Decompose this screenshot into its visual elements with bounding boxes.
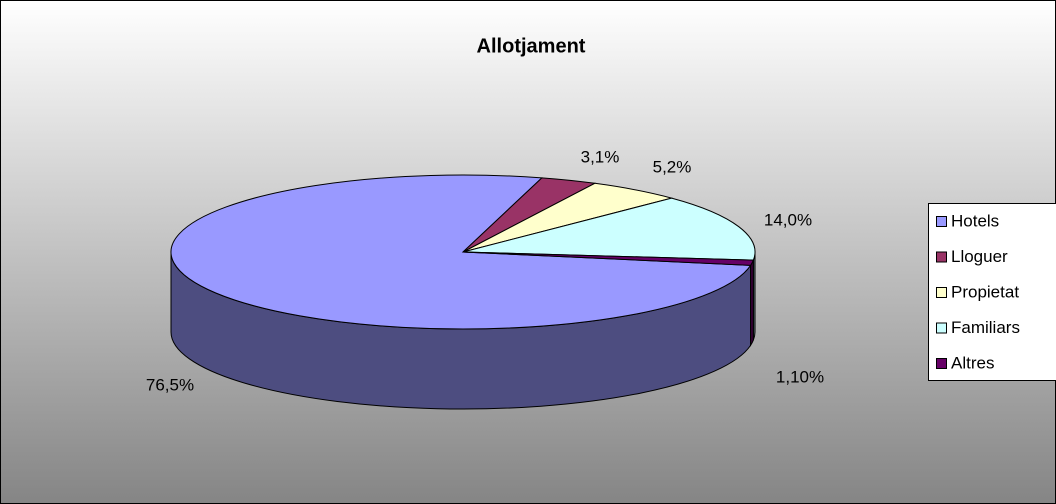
data-label: 76,5% [146,375,194,394]
legend-label: Familiars [951,318,1020,337]
legend-swatch [936,287,947,298]
legend-swatch [936,251,947,263]
slice [462,251,755,266]
legend-label: Propietat [951,282,1019,301]
data-label: 3,1% [581,147,620,166]
legend-swatch [936,322,947,334]
legend-swatch [936,358,947,369]
legend-label: Hotels [951,211,999,230]
slice-side [750,259,754,348]
data-label: 1,10% [776,367,824,386]
data-label: 14,0% [764,210,812,229]
chart-title: Allotjament [477,35,586,57]
legend-label: Altres [951,353,994,372]
slice [462,197,756,261]
legend-swatch [936,216,947,227]
slice [170,174,752,330]
legend-box [928,203,1056,381]
legend-label: Lloguer [951,247,1008,266]
data-label: 5,2% [653,157,692,176]
